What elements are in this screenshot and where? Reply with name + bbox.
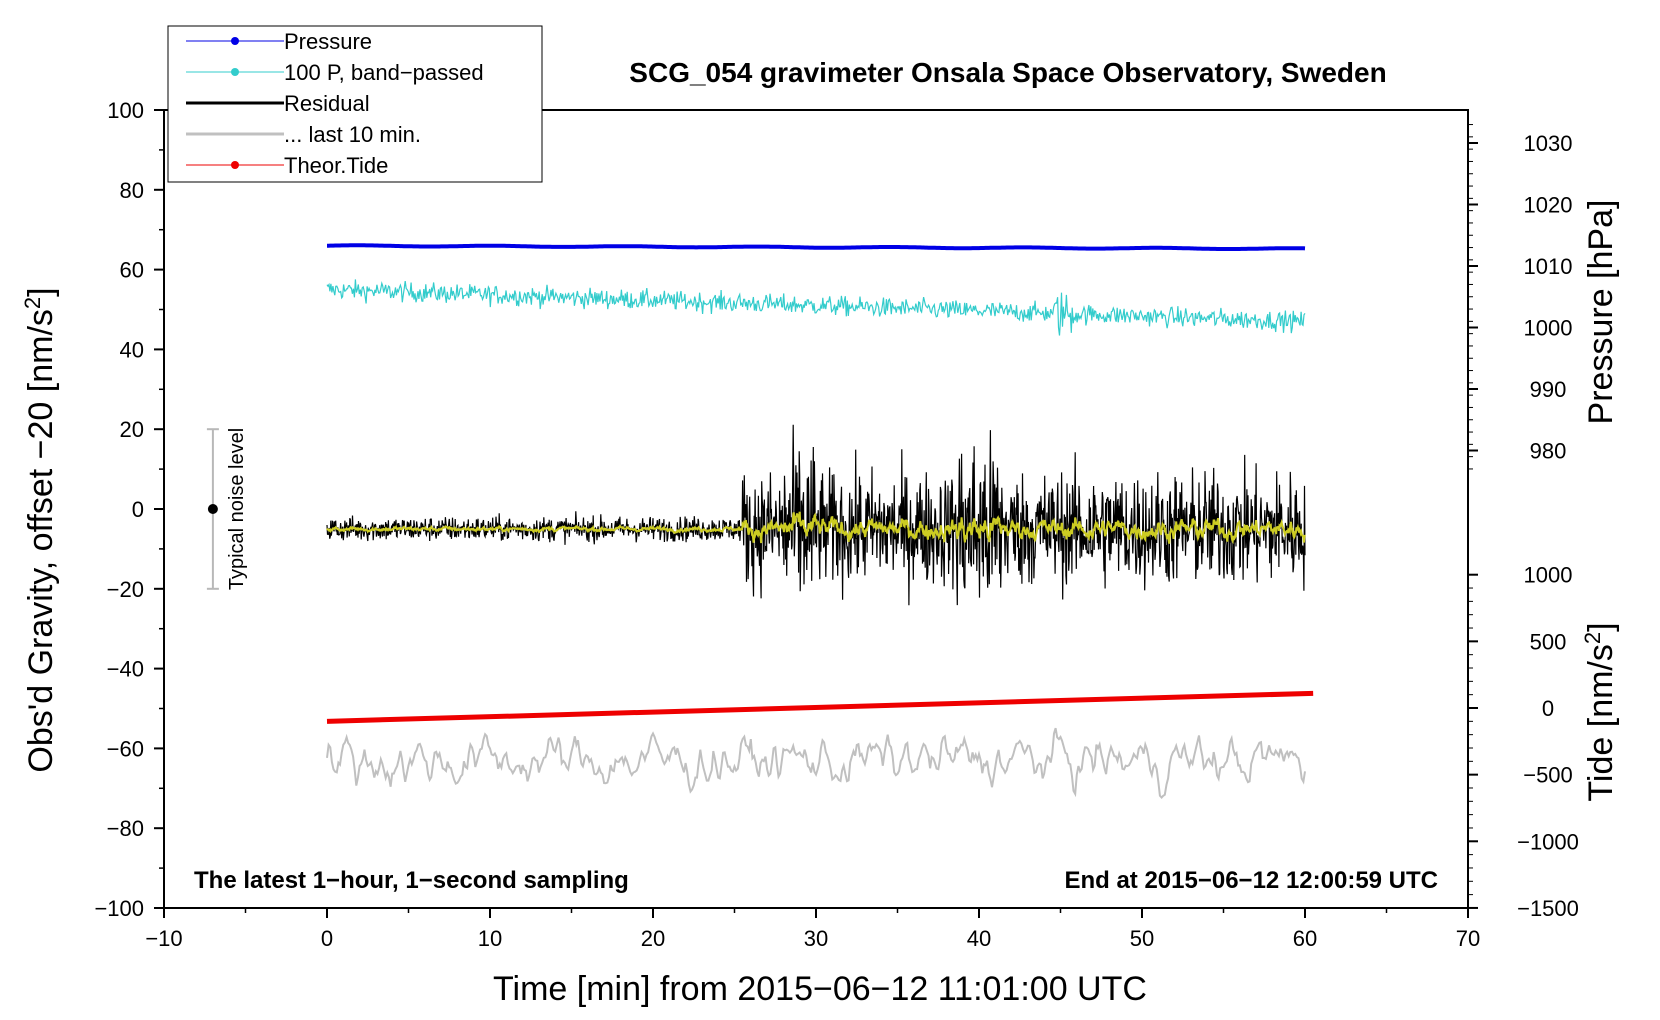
series-last-10-min (326, 727, 1306, 799)
tide-tick-label: −1000 (1517, 829, 1579, 854)
pressure-tick-label: 990 (1530, 377, 1567, 402)
y-axis-title-sup: 2 (20, 297, 45, 309)
series-pressure (327, 243, 1306, 251)
series-pressure-bandpassed (326, 279, 1306, 336)
series-group (326, 243, 1314, 799)
series-theoretical-tide (326, 690, 1314, 724)
y-axis-title-close: ] (22, 287, 60, 296)
pressure-tick-label: 980 (1530, 439, 1567, 464)
series-residual (326, 424, 1306, 606)
legend-label: 100 P, band−passed (284, 60, 484, 85)
legend-marker (231, 68, 239, 76)
x-tick-label: 30 (804, 926, 828, 951)
y-tick-label: −100 (94, 896, 144, 921)
legend-label: Pressure (284, 29, 372, 54)
tide-axis-title: Tide [nm/s2] (1580, 622, 1620, 801)
tide-tick-label: −500 (1523, 763, 1573, 788)
noise-bar-label: Typical noise level (226, 428, 248, 590)
y-axis-title-main: Obs'd Gravity, offset −20 [nm/s (22, 309, 60, 772)
x-tick-label: 50 (1130, 926, 1154, 951)
annotation-right: End at 2015−06−12 12:00:59 UTC (1064, 867, 1438, 894)
x-tick-label: 0 (321, 926, 333, 951)
y-tick-label: −20 (107, 577, 144, 602)
tide-tick-label: 0 (1542, 696, 1554, 721)
noise-bar-group: Typical noise level (206, 428, 248, 590)
annotation-left: The latest 1−hour, 1−second sampling (194, 867, 629, 894)
pressure-tick-label: 1010 (1524, 254, 1573, 279)
x-tick-label: 10 (478, 926, 502, 951)
series-residual-smoothed (326, 511, 1306, 545)
chart-title: SCG_054 gravimeter Onsala Space Observat… (629, 57, 1386, 88)
tide-tick-label: 1000 (1524, 563, 1573, 588)
y-tick-label: −80 (107, 816, 144, 841)
tide-axis: −1500 −1000 −500 0 500 1000 (1468, 563, 1579, 921)
x-tick-label: 70 (1456, 926, 1480, 951)
tide-tick-label: 500 (1530, 629, 1567, 654)
pressure-tick-label: 1020 (1524, 193, 1573, 218)
pressure-axis-title: Pressure [hPa] (1582, 200, 1620, 425)
x-axis-title: Time [min] from 2015−06−12 11:01:00 UTC (493, 970, 1147, 1008)
x-tick-label: −10 (145, 926, 182, 951)
x-tick-label: 20 (641, 926, 665, 951)
y-tick-label: 20 (120, 417, 144, 442)
y-axis-title: Obs'd Gravity, offset −20 [nm/s2] (20, 287, 60, 772)
x-tick-label: 60 (1293, 926, 1317, 951)
legend-marker (231, 37, 239, 45)
x-tick-label: 40 (967, 926, 991, 951)
y-tick-label: −60 (107, 736, 144, 761)
y-axis: −100 −80 −60 −40 −20 0 20 40 60 80 100 (94, 98, 164, 921)
plot-frame (163, 109, 1469, 909)
pressure-tick-label: 1030 (1524, 131, 1573, 156)
x-axis: −10 0 10 20 30 40 50 60 70 (145, 908, 1480, 951)
legend: Pressure 100 P, band−passed Residual ... la… (167, 25, 543, 183)
legend-label: ... last 10 min. (284, 122, 421, 147)
tide-axis-title-close: ] (1582, 622, 1620, 631)
y-tick-label: 40 (120, 337, 144, 362)
y-tick-label: 80 (120, 178, 144, 203)
pressure-tick-label: 1000 (1524, 316, 1573, 341)
tide-axis-title-sup: 2 (1580, 632, 1605, 644)
tide-tick-label: −1500 (1517, 896, 1579, 921)
legend-marker (231, 161, 239, 169)
y-tick-label: 0 (132, 497, 144, 522)
y-tick-label: −40 (107, 657, 144, 682)
y-tick-label: 100 (107, 98, 144, 123)
legend-label: Residual (284, 91, 370, 116)
pressure-axis: 980 990 1000 1010 1020 1030 (1468, 124, 1573, 470)
noise-bar-point (207, 504, 218, 514)
y-tick-label: 60 (120, 258, 144, 283)
tide-axis-title-main: Tide [nm/s (1582, 644, 1620, 801)
legend-label: Theor.Tide (284, 153, 388, 178)
